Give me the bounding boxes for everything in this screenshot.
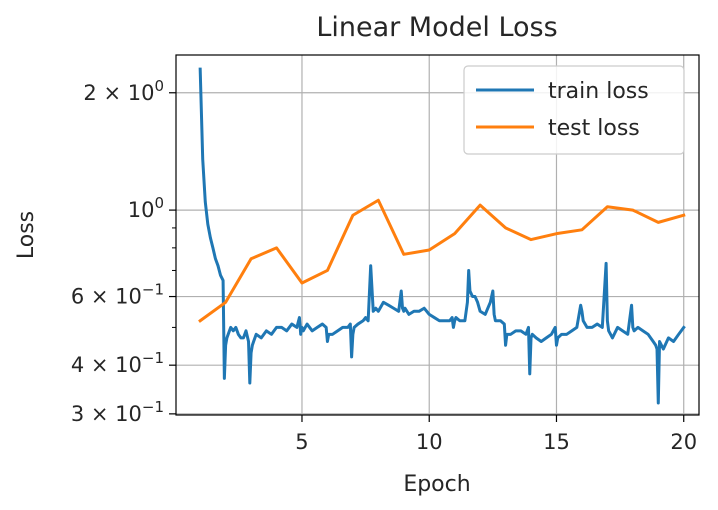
legend: train loss test loss xyxy=(463,65,685,155)
legend-label-train: train loss xyxy=(548,79,649,104)
legend-label-test: test loss xyxy=(548,116,640,141)
x-axis-label: Epoch xyxy=(403,472,470,497)
y-tick-label: 2 × 100 xyxy=(83,77,164,105)
series-line-test-loss xyxy=(198,198,686,323)
x-tick-label: 10 xyxy=(416,430,443,454)
y-axis-ticks: 3 × 10−1 4 × 10−1 6 × 10−1 100 2 × 100 xyxy=(71,77,176,426)
series-line-train-loss xyxy=(198,67,686,405)
y-tick-label: 100 xyxy=(128,194,164,222)
y-tick-label: 3 × 10−1 xyxy=(71,398,164,426)
x-tick-label: 20 xyxy=(670,430,697,454)
y-tick-label: 6 × 10−1 xyxy=(71,281,164,309)
chart-title: Linear Model Loss xyxy=(316,12,557,43)
plot-lines xyxy=(198,67,686,405)
legend-frame xyxy=(463,65,685,155)
y-tick-label: 4 × 10−1 xyxy=(71,349,164,377)
x-tick-label: 15 xyxy=(543,430,570,454)
y-axis-label: Loss xyxy=(14,211,39,259)
plot-frame xyxy=(175,54,700,416)
x-axis-ticks: 5 10 15 20 xyxy=(295,415,697,454)
x-tick-label: 5 xyxy=(295,430,308,454)
